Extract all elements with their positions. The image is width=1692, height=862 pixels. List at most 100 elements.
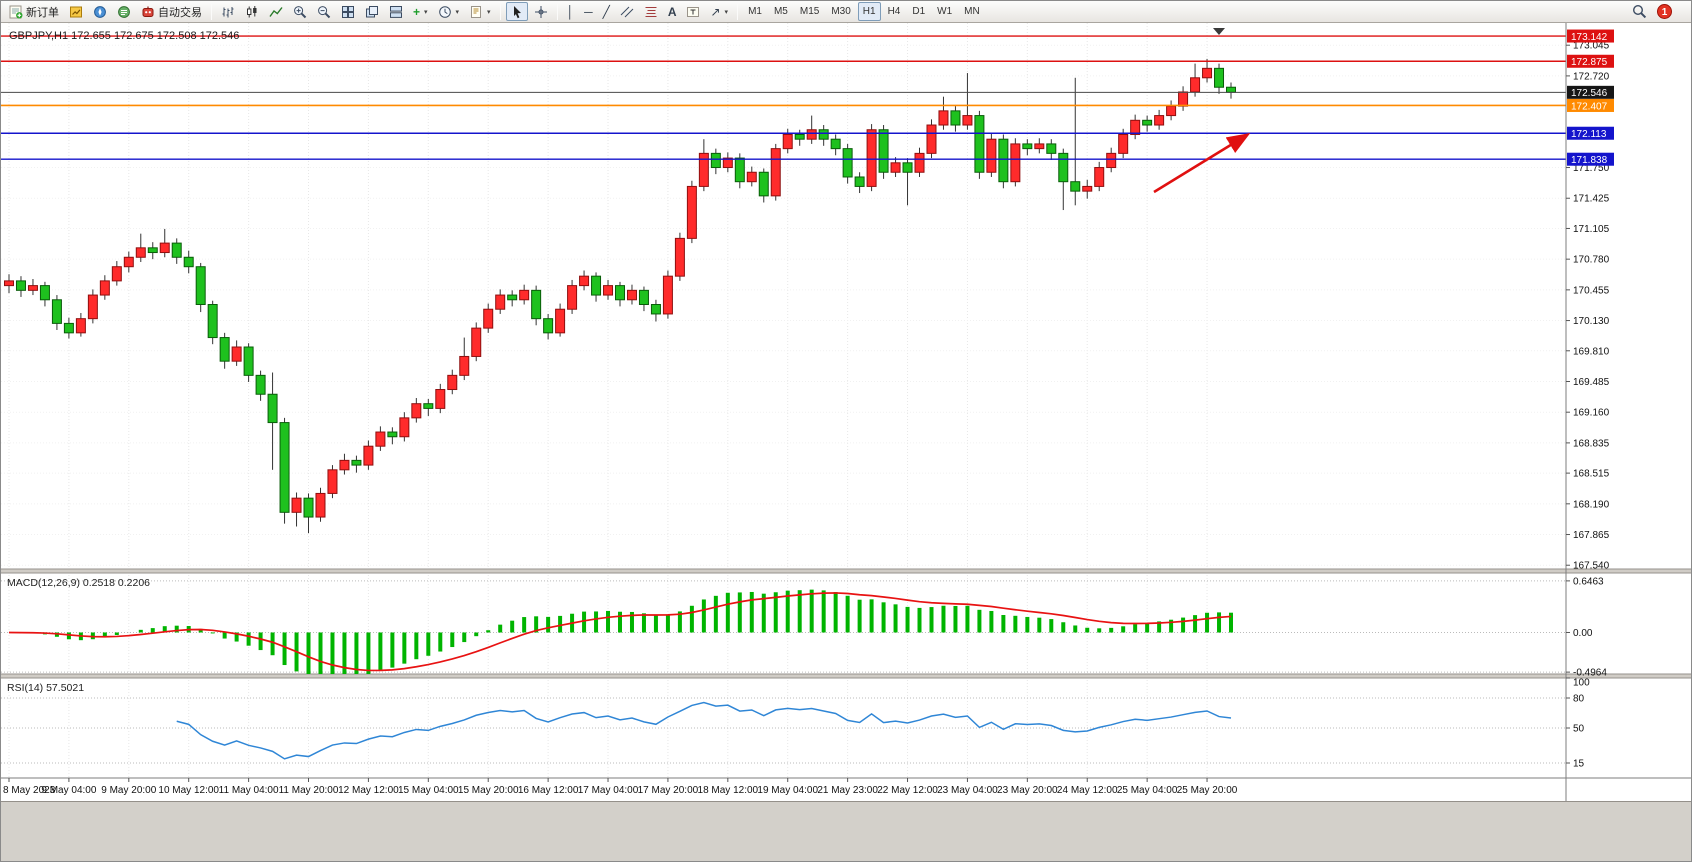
candle	[483, 303, 494, 333]
price-tick-label: 169.485	[1573, 377, 1610, 388]
candlestick-chart-button[interactable]	[241, 2, 263, 21]
candle	[399, 412, 410, 442]
toolbar-separator	[499, 3, 501, 20]
timeframe-m1-button[interactable]: M1	[743, 2, 767, 21]
zoom-in-icon	[294, 5, 307, 18]
split-windows-icon	[390, 5, 402, 18]
price-tick-label: 170.780	[1573, 255, 1610, 266]
terminal-button[interactable]	[113, 2, 135, 21]
cursor-button[interactable]	[505, 2, 528, 21]
timeframe-m5-button[interactable]: M5	[769, 2, 793, 21]
time-axis[interactable]	[1, 778, 1566, 801]
search-button[interactable]	[1628, 2, 1651, 21]
candle	[4, 274, 14, 294]
bar-chart-button[interactable]	[217, 2, 239, 21]
panel-resize-handle[interactable]	[1, 674, 1692, 678]
templates-button[interactable]: ▾	[465, 2, 495, 21]
timeframe-h1-button[interactable]: H1	[857, 2, 881, 21]
notification-badge[interactable]: 1	[1657, 4, 1672, 19]
price-tick-label: 169.160	[1573, 408, 1610, 419]
candle	[962, 73, 973, 130]
macd-label: MACD(12,26,9) 0.2518 0.2206	[7, 577, 150, 589]
time-axis-label: 23 May 04:00	[937, 785, 998, 796]
candle	[411, 398, 422, 423]
candle	[267, 372, 278, 470]
rsi-axis-label: 80	[1573, 694, 1585, 705]
time-axis-label: 21 May 23:00	[817, 785, 878, 796]
time-axis-label: 17 May 20:00	[638, 785, 699, 796]
candle	[171, 238, 182, 264]
time-axis-label: 23 May 20:00	[997, 785, 1058, 796]
split-windows-button[interactable]	[385, 2, 407, 21]
candle	[159, 228, 170, 258]
candle	[27, 278, 38, 296]
candle	[207, 300, 218, 345]
time-axis-label: 15 May 20:00	[458, 785, 519, 796]
text-button[interactable]: A	[664, 2, 681, 21]
candle	[1046, 139, 1057, 160]
rsi-axis-label: 100	[1573, 678, 1590, 689]
price-axis[interactable]	[1566, 23, 1692, 801]
timeframe-m30-button[interactable]: M30	[826, 2, 855, 21]
label-button[interactable]	[682, 2, 704, 21]
time-axis-label: 24 May 12:00	[1057, 785, 1118, 796]
crosshair-button[interactable]	[530, 2, 552, 21]
timeframe-h4-button[interactable]: H4	[883, 2, 906, 21]
panel-resize-handle[interactable]	[1, 569, 1692, 573]
periods-button[interactable]: ▾	[434, 2, 464, 21]
macd-axis-label: 0.6463	[1573, 576, 1604, 587]
chevron-down-icon: ▾	[424, 8, 428, 16]
autotrading-icon	[142, 6, 154, 17]
timeframe-d1-button[interactable]: D1	[907, 2, 930, 21]
indicators-icon: +	[413, 4, 421, 19]
line-chart-icon	[269, 6, 283, 17]
price-tick-label: 170.130	[1573, 316, 1610, 327]
terminal-icon	[118, 5, 130, 18]
trendline-button[interactable]: ╱	[599, 2, 614, 21]
candle	[315, 487, 326, 522]
fibonacci-button[interactable]	[640, 2, 662, 21]
navigator-button[interactable]	[89, 2, 111, 21]
autotrading-button[interactable]: 自动交易	[137, 2, 206, 21]
vertical-line-button[interactable]: │	[563, 2, 579, 21]
zoom-out-button[interactable]	[313, 2, 335, 21]
candle	[950, 106, 961, 132]
timeframe-mn-button[interactable]: MN	[959, 2, 985, 21]
macd-histogram	[18, 589, 1233, 674]
time-axis-label: 8 May 2023	[3, 785, 56, 796]
candle	[686, 180, 697, 244]
crosshair-icon	[534, 5, 547, 18]
timeframe-m15-button[interactable]: M15	[795, 2, 824, 21]
cascade-windows-button[interactable]	[361, 2, 383, 21]
time-axis-label: 25 May 04:00	[1117, 785, 1178, 796]
market-watch-button[interactable]	[65, 2, 87, 21]
horizontal-line-button[interactable]: ─	[580, 2, 597, 21]
candle	[1106, 147, 1117, 173]
chart-area[interactable]: 173.045 172.720 171.750 171.425 171.105 170.7…	[1, 23, 1692, 801]
indicators-button[interactable]: + ▾	[409, 2, 432, 21]
candle	[1034, 138, 1045, 154]
timeframe-w1-button[interactable]: W1	[932, 2, 957, 21]
window-footer	[1, 801, 1691, 861]
candle	[878, 125, 889, 179]
arrows-tool-button[interactable]: ↗ ▾	[706, 2, 732, 21]
template-icon	[471, 5, 482, 18]
price-badge: 172.546	[1567, 85, 1614, 99]
channel-button[interactable]	[616, 2, 638, 21]
zoom-in-button[interactable]	[289, 2, 311, 21]
candle	[579, 270, 590, 291]
candle	[543, 313, 554, 340]
tile-windows-button[interactable]	[337, 2, 359, 21]
candle	[1154, 109, 1165, 130]
price-tick-label: 168.835	[1573, 438, 1610, 449]
candle	[567, 279, 578, 314]
candle	[626, 284, 637, 305]
trend-arrow[interactable]	[1153, 132, 1251, 194]
svg-text:173.142: 173.142	[1571, 32, 1608, 43]
chart-canvas[interactable]: 173.045 172.720 171.750 171.425 171.105 170.7…	[1, 23, 1692, 801]
line-chart-button[interactable]	[265, 2, 287, 21]
new-order-button[interactable]: 新订单	[5, 2, 63, 21]
candle	[806, 115, 817, 144]
candle	[674, 232, 685, 281]
candle	[866, 124, 877, 192]
